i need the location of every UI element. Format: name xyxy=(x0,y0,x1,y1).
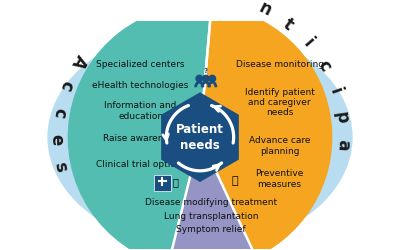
Text: Patient
needs: Patient needs xyxy=(176,123,224,152)
Text: Identify patient
and caregiver
needs: Identify patient and caregiver needs xyxy=(245,88,314,117)
Text: n: n xyxy=(256,0,274,20)
Text: Disease monitoring: Disease monitoring xyxy=(236,60,324,69)
Circle shape xyxy=(209,75,216,82)
Text: Disease modifying treatment: Disease modifying treatment xyxy=(145,198,277,207)
Text: p: p xyxy=(332,110,352,124)
Text: s: s xyxy=(50,160,70,174)
Circle shape xyxy=(196,75,202,82)
Text: eHealth technologies: eHealth technologies xyxy=(92,80,189,90)
Text: Preventive
measures: Preventive measures xyxy=(255,170,304,189)
Wedge shape xyxy=(200,6,332,250)
Wedge shape xyxy=(68,6,212,250)
Text: i: i xyxy=(300,35,317,51)
Text: Information and
education: Information and education xyxy=(104,102,177,121)
Text: Raise awareness: Raise awareness xyxy=(103,134,178,143)
Text: 🤲: 🤲 xyxy=(232,176,238,186)
FancyBboxPatch shape xyxy=(154,175,171,191)
Text: c: c xyxy=(49,106,69,119)
Circle shape xyxy=(202,75,209,82)
Text: c: c xyxy=(56,78,76,94)
Ellipse shape xyxy=(48,27,352,247)
Text: Lung transplantation: Lung transplantation xyxy=(164,212,258,221)
Text: 🔒: 🔒 xyxy=(172,177,178,187)
Text: c: c xyxy=(314,57,334,74)
Text: a: a xyxy=(334,139,352,151)
Wedge shape xyxy=(168,137,256,250)
Text: i: i xyxy=(326,85,345,96)
Text: e: e xyxy=(48,134,66,145)
Text: A: A xyxy=(68,51,90,72)
Text: Clinical trial options: Clinical trial options xyxy=(96,160,186,169)
Text: Advance care
planning: Advance care planning xyxy=(249,136,310,156)
Text: ?: ? xyxy=(204,68,208,74)
Polygon shape xyxy=(161,92,239,182)
Text: Symptom relief: Symptom relief xyxy=(176,225,246,234)
Text: t: t xyxy=(280,15,297,34)
Text: Specialized centers: Specialized centers xyxy=(96,60,185,69)
